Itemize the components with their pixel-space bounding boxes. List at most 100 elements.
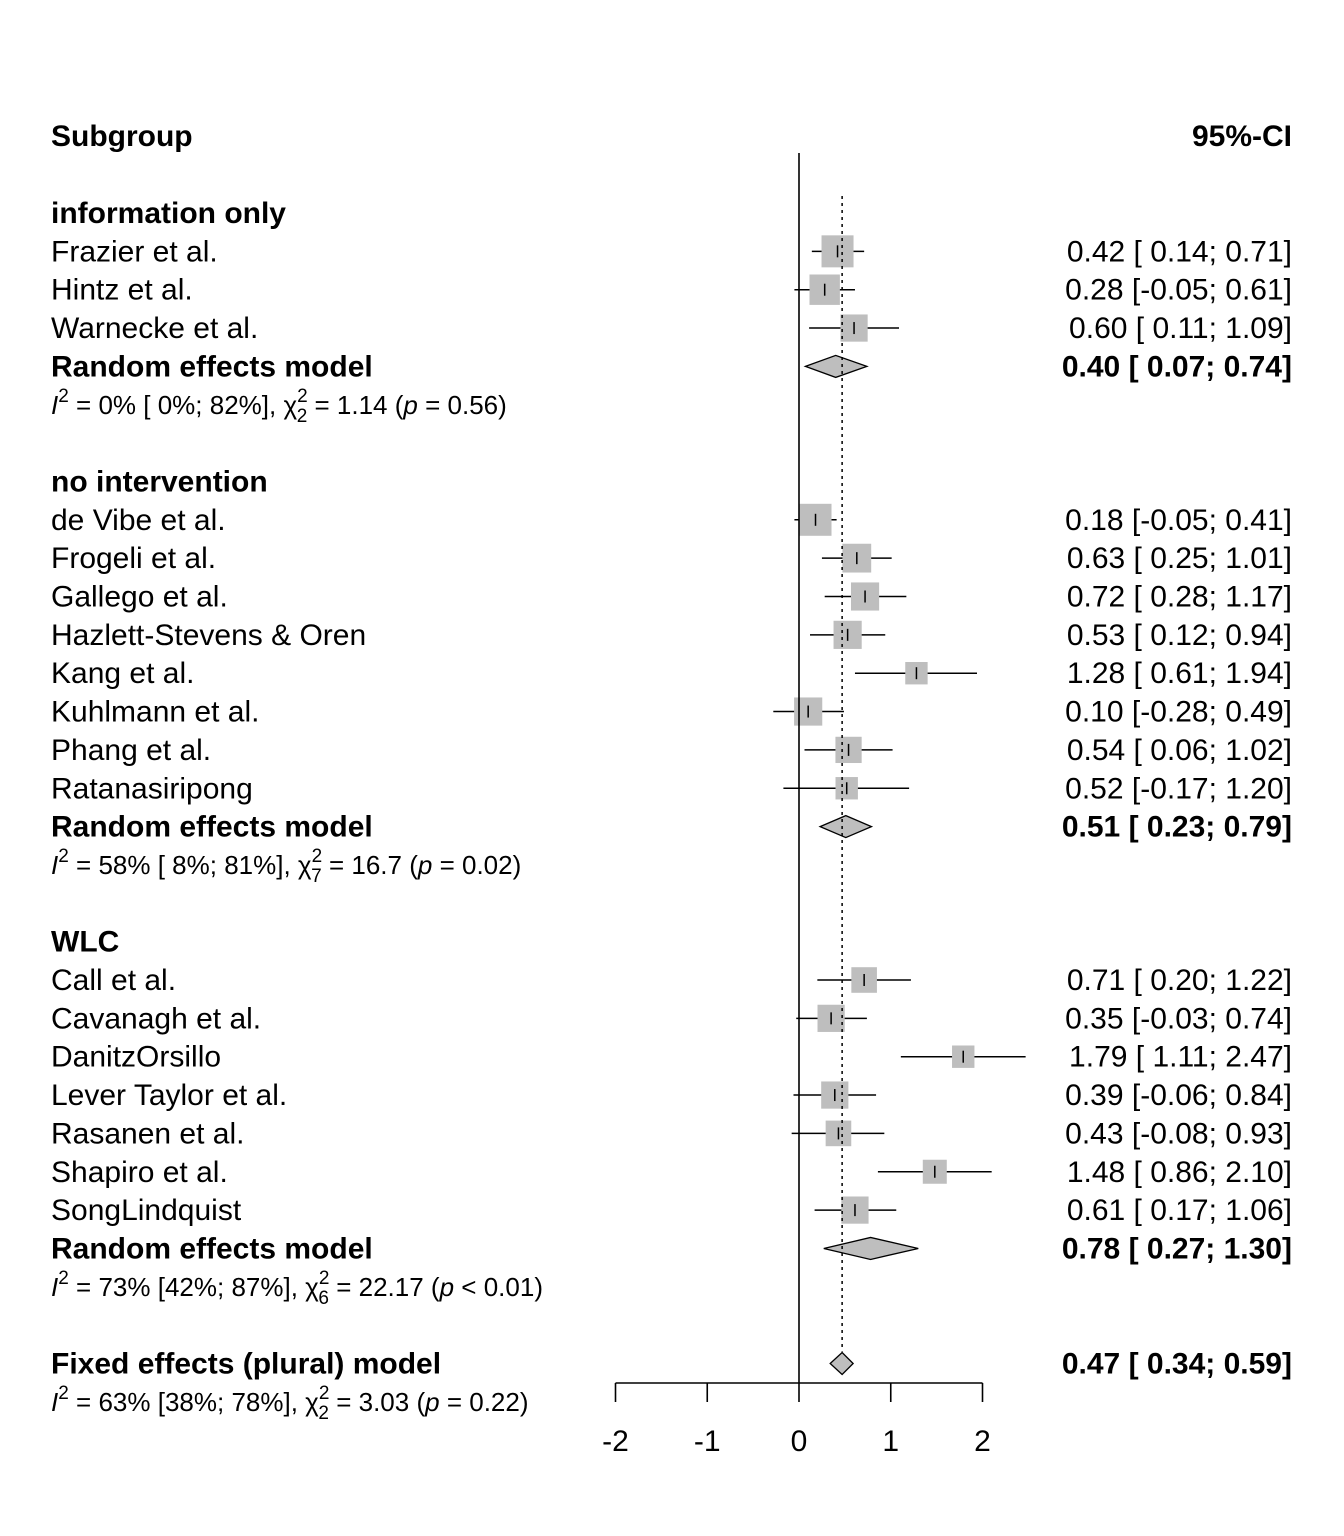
study-label: de Vibe et al. xyxy=(51,504,226,537)
heterogeneity-part: = xyxy=(69,1387,99,1417)
study-label: Phang et al. xyxy=(51,734,211,767)
heterogeneity-part: ( xyxy=(388,390,404,420)
heterogeneity-part: 63% xyxy=(98,1387,150,1417)
heterogeneity-part: 3.03 xyxy=(359,1387,410,1417)
random-effects-estimate-ci: 0.40 [ 0.07; 0.74] xyxy=(1062,350,1292,383)
study-label: Kang et al. xyxy=(51,657,194,690)
study-label: Hazlett-Stevens & Oren xyxy=(51,619,366,652)
heterogeneity-part: 7 xyxy=(311,866,322,887)
heterogeneity-part: = xyxy=(322,850,352,880)
heterogeneity-part: 22.17 xyxy=(359,1272,424,1302)
heterogeneity-part xyxy=(432,850,439,880)
study-label: Frogeli et al. xyxy=(51,542,216,575)
heterogeneity-part: 0% xyxy=(98,390,136,420)
heterogeneity-part: [38%; 78%] xyxy=(158,1387,291,1417)
x-axis-tick-label: 1 xyxy=(882,1425,899,1458)
fixed-effects-estimate-ci: 0.47 [ 0.34; 0.59] xyxy=(1062,1348,1292,1381)
random-effects-label: Random effects model xyxy=(51,1232,373,1265)
random-effects-label: Random effects model xyxy=(51,350,373,383)
heterogeneity-part xyxy=(151,1387,158,1417)
heterogeneity-part: 2 xyxy=(58,386,69,407)
heterogeneity-part: I xyxy=(51,1272,58,1302)
heterogeneity-part: ( xyxy=(424,1272,440,1302)
heterogeneity-part xyxy=(136,390,143,420)
heterogeneity-part xyxy=(455,850,462,880)
study-estimate-ci: 0.54 [ 0.06; 1.02] xyxy=(1067,734,1292,767)
subgroup-title: WLC xyxy=(51,926,119,959)
study-label: Shapiro et al. xyxy=(51,1156,228,1189)
x-axis-tick-label: -1 xyxy=(694,1425,721,1458)
heterogeneity-part: ( xyxy=(409,1387,425,1417)
heterogeneity-part: , χ xyxy=(269,390,297,420)
study-label: Cavanagh et al. xyxy=(51,1002,261,1035)
random-effects-diamond xyxy=(803,354,869,379)
heterogeneity-part: p xyxy=(424,1387,439,1417)
column-header-subgroup: Subgroup xyxy=(51,120,193,153)
heterogeneity-part: ( xyxy=(402,850,418,880)
study-label: Call et al. xyxy=(51,964,176,997)
heterogeneity-part: , χ xyxy=(291,1387,319,1417)
heterogeneity-part: [42%; 87%] xyxy=(158,1272,291,1302)
heterogeneity-part xyxy=(462,1387,469,1417)
column-header-ci: 95%-CI xyxy=(1192,120,1292,153)
heterogeneity-part: 2 xyxy=(319,1268,330,1289)
heterogeneity-stat: I2 = 0% [ 0%; 82%], χ2 2 = 1.14 (p = 0.56… xyxy=(51,386,507,427)
heterogeneity-part: ) xyxy=(534,1272,543,1302)
study-estimate-ci: 0.39 [-0.06; 0.84] xyxy=(1065,1079,1292,1112)
heterogeneity-part: I xyxy=(51,850,58,880)
heterogeneity-part: = xyxy=(447,1387,462,1417)
heterogeneity-part: < xyxy=(461,1272,476,1302)
x-axis-tick-label: 2 xyxy=(974,1425,991,1458)
heterogeneity-part: 2 xyxy=(297,406,308,427)
x-axis-tick-label: 0 xyxy=(791,1425,808,1458)
study-estimate-ci: 1.28 [ 0.61; 1.94] xyxy=(1067,657,1292,690)
heterogeneity-stat: I2 = 58% [ 8%; 81%], χ2 7 = 16.7 (p = 0.0… xyxy=(51,846,521,887)
heterogeneity-part: 58% xyxy=(98,850,150,880)
heterogeneity-part: p xyxy=(439,1272,454,1302)
heterogeneity-part: I xyxy=(51,1387,58,1417)
study-label: DanitzOrsillo xyxy=(51,1041,221,1074)
heterogeneity-part: = xyxy=(69,390,99,420)
study-label: Kuhlmann et al. xyxy=(51,696,259,729)
study-estimate-ci: 1.79 [ 1.11; 2.47] xyxy=(1069,1041,1292,1074)
study-label: Warnecke et al. xyxy=(51,312,258,345)
heterogeneity-part: = xyxy=(69,1272,99,1302)
heterogeneity-part: , χ xyxy=(283,850,311,880)
study-label: Frazier et al. xyxy=(51,235,218,268)
study-label: Lever Taylor et al. xyxy=(51,1079,287,1112)
heterogeneity-part xyxy=(418,390,425,420)
heterogeneity-part: = xyxy=(307,390,337,420)
heterogeneity-part: 0.56 xyxy=(448,390,499,420)
study-estimate-ci: 0.10 [-0.28; 0.49] xyxy=(1065,696,1292,729)
heterogeneity-part: 73% xyxy=(98,1272,150,1302)
heterogeneity-stat: I2 = 73% [42%; 87%], χ2 6 = 22.17 (p < 0.… xyxy=(51,1268,543,1309)
study-estimate-ci: 0.18 [-0.05; 0.41] xyxy=(1065,504,1292,537)
study-estimate-ci: 0.71 [ 0.20; 1.22] xyxy=(1067,964,1292,997)
heterogeneity-part: I xyxy=(51,390,58,420)
random-effects-diamond xyxy=(818,814,874,839)
study-estimate-ci: 0.72 [ 0.28; 1.17] xyxy=(1067,581,1292,614)
fixed-effects-label: Fixed effects (plural) model xyxy=(51,1348,441,1381)
heterogeneity-part: 2 xyxy=(319,1383,330,1404)
heterogeneity-part: [ 8%; 81%] xyxy=(158,850,284,880)
heterogeneity-part: p xyxy=(402,390,417,420)
study-estimate-ci: 1.48 [ 0.86; 2.10] xyxy=(1067,1156,1292,1189)
heterogeneity-part: = xyxy=(69,850,99,880)
heterogeneity-part: 2 xyxy=(318,1403,329,1424)
subgroup-title: no intervention xyxy=(51,465,268,498)
random-effects-label: Random effects model xyxy=(51,811,373,844)
heterogeneity-part: 0.01 xyxy=(484,1272,535,1302)
study-estimate-ci: 0.52 [-0.17; 1.20] xyxy=(1065,772,1292,805)
heterogeneity-part: 1.14 xyxy=(337,390,388,420)
study-label: Ratanasiripong xyxy=(51,772,253,805)
heterogeneity-part xyxy=(440,1387,447,1417)
heterogeneity-part: 2 xyxy=(58,1268,69,1289)
heterogeneity-part: [ 0%; 82%] xyxy=(143,390,269,420)
fixed-effects-diamond xyxy=(829,1351,855,1376)
heterogeneity-part: ) xyxy=(498,390,507,420)
heterogeneity-part xyxy=(151,1272,158,1302)
heterogeneity-part xyxy=(440,390,447,420)
heterogeneity-part xyxy=(151,850,158,880)
study-estimate-ci: 0.28 [-0.05; 0.61] xyxy=(1065,274,1292,307)
